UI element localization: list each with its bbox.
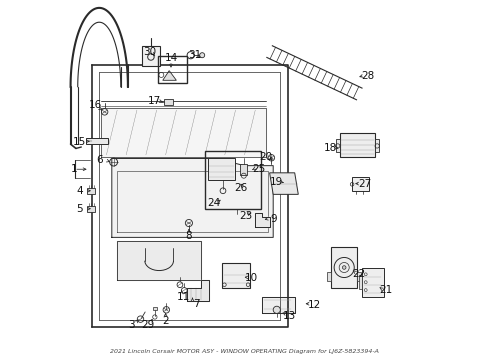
Polygon shape <box>187 280 208 301</box>
Circle shape <box>273 306 280 314</box>
Text: 1: 1 <box>71 164 77 174</box>
Bar <box>335 139 339 152</box>
Bar <box>204 151 260 209</box>
Text: 26: 26 <box>234 183 247 193</box>
Text: 28: 28 <box>361 71 374 81</box>
Bar <box>362 268 383 297</box>
Bar <box>142 46 159 66</box>
Text: 8: 8 <box>185 231 192 240</box>
Text: 24: 24 <box>207 198 220 208</box>
Text: 23: 23 <box>239 211 252 221</box>
Bar <box>207 158 234 180</box>
Text: 21: 21 <box>379 285 392 296</box>
Polygon shape <box>101 108 265 157</box>
Bar <box>339 134 375 157</box>
Polygon shape <box>117 241 201 280</box>
Text: 14: 14 <box>164 53 177 63</box>
Bar <box>326 272 330 281</box>
Bar <box>351 177 368 192</box>
Text: 5: 5 <box>76 204 82 214</box>
Bar <box>357 272 360 281</box>
Text: 20: 20 <box>259 152 272 162</box>
Polygon shape <box>255 213 269 227</box>
Bar <box>375 139 378 152</box>
Text: 22: 22 <box>352 269 365 279</box>
Bar <box>222 263 250 288</box>
Bar <box>240 164 247 175</box>
Text: 13: 13 <box>282 311 295 321</box>
Bar <box>87 206 95 212</box>
Text: 10: 10 <box>244 273 258 283</box>
Text: 9: 9 <box>269 215 276 224</box>
Circle shape <box>199 53 204 58</box>
Text: 25: 25 <box>252 164 265 174</box>
Polygon shape <box>163 71 176 80</box>
Text: 19: 19 <box>269 177 283 187</box>
Text: 2021 Lincoln Corsair MOTOR ASY - WINDOW OPERATING Diagram for LJ6Z-5823394-A: 2021 Lincoln Corsair MOTOR ASY - WINDOW … <box>110 349 378 354</box>
Polygon shape <box>261 297 294 313</box>
Bar <box>152 307 157 310</box>
Text: 31: 31 <box>187 50 201 60</box>
Bar <box>359 275 362 289</box>
Bar <box>87 188 95 194</box>
Text: 6: 6 <box>96 155 102 165</box>
Text: 7: 7 <box>192 299 199 309</box>
Polygon shape <box>269 173 298 194</box>
Bar <box>163 99 172 105</box>
Bar <box>330 247 357 288</box>
Bar <box>158 56 187 83</box>
Text: 4: 4 <box>76 186 82 196</box>
Text: 17: 17 <box>148 96 161 106</box>
Text: 18: 18 <box>323 143 337 153</box>
Text: 2: 2 <box>162 316 168 325</box>
Text: 16: 16 <box>89 100 102 110</box>
Text: 30: 30 <box>142 46 156 57</box>
Circle shape <box>342 266 346 269</box>
Text: 15: 15 <box>73 138 86 147</box>
Text: 12: 12 <box>307 300 321 310</box>
Text: 11: 11 <box>177 292 190 302</box>
Bar <box>86 138 107 144</box>
Polygon shape <box>112 158 273 237</box>
Text: 29: 29 <box>141 320 154 330</box>
Text: 27: 27 <box>357 179 370 189</box>
Text: 3: 3 <box>128 320 135 330</box>
